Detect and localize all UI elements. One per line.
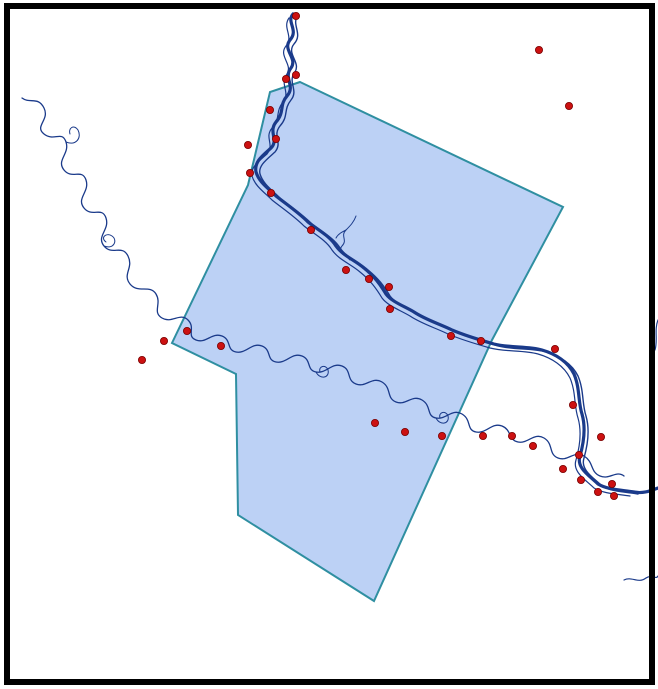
meandering-river-loop-c <box>315 365 329 378</box>
meandering-river-loop-b <box>103 234 116 248</box>
sample-point[interactable] <box>551 344 560 353</box>
tributary-branch <box>335 229 347 239</box>
sample-point[interactable] <box>245 168 254 177</box>
sample-point[interactable] <box>569 400 578 409</box>
sample-point[interactable] <box>364 274 373 283</box>
sample-point[interactable] <box>281 75 290 84</box>
sample-point[interactable] <box>577 475 586 484</box>
meandering-river-loop-d <box>435 411 449 424</box>
sample-point[interactable] <box>182 326 191 335</box>
main-river-braid-a <box>259 15 639 495</box>
sample-point[interactable] <box>535 46 544 55</box>
study-area-polygon <box>170 80 565 603</box>
sample-point[interactable] <box>476 336 485 345</box>
sample-point[interactable] <box>437 431 446 440</box>
sample-point[interactable] <box>137 355 146 364</box>
sample-point[interactable] <box>529 441 538 450</box>
sample-point[interactable] <box>597 432 606 441</box>
sample-point[interactable] <box>341 265 350 274</box>
sample-point[interactable] <box>594 487 603 496</box>
sample-point[interactable] <box>565 102 574 111</box>
meandering-river-loop-a <box>65 126 80 144</box>
sample-points <box>137 11 619 500</box>
sample-point[interactable] <box>575 450 584 459</box>
map-frame-border <box>4 3 655 685</box>
sample-point[interactable] <box>446 331 455 340</box>
sample-point[interactable] <box>306 225 315 234</box>
sample-point[interactable] <box>370 418 379 427</box>
east-edge-river <box>654 319 658 351</box>
sample-point[interactable] <box>266 188 275 197</box>
sample-point[interactable] <box>216 341 225 350</box>
sample-point[interactable] <box>559 464 568 473</box>
sample-point[interactable] <box>159 336 168 345</box>
sample-point[interactable] <box>291 11 300 20</box>
sample-point[interactable] <box>385 304 394 313</box>
sample-point[interactable] <box>610 491 619 500</box>
main-river <box>254 12 658 495</box>
east-river-fragment <box>623 575 658 581</box>
sample-point[interactable] <box>271 134 280 143</box>
sample-point[interactable] <box>291 71 300 80</box>
sample-point[interactable] <box>400 427 409 436</box>
river-network <box>21 12 658 581</box>
sample-point[interactable] <box>478 431 487 440</box>
sample-point[interactable] <box>384 282 393 291</box>
sample-point[interactable] <box>608 479 617 488</box>
tributary <box>340 215 357 261</box>
sample-point[interactable] <box>507 431 516 440</box>
sample-point[interactable] <box>265 106 274 115</box>
sample-point[interactable] <box>243 140 252 149</box>
meandering-river <box>21 97 625 478</box>
